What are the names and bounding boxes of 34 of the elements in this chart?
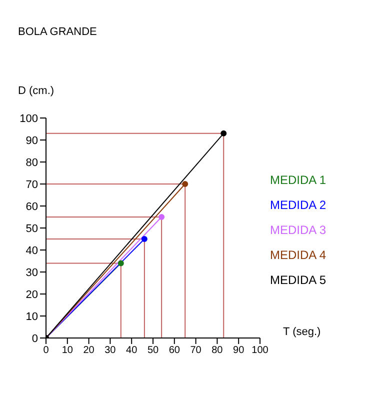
y-tick-label: 40 [26,244,38,257]
point [118,260,124,266]
x-tick-label: 50 [147,345,159,356]
y-tick-label: 30 [26,266,38,279]
x-tick-label: 90 [233,345,245,356]
x-tick-label: 0 [43,345,50,356]
point [182,181,188,187]
y-tick-label: 10 [26,310,38,323]
text: MEDIDA 1 [270,173,328,187]
point [141,236,148,242]
x-tick-label: 30 [104,345,116,356]
y-tick-label: 50 [26,222,38,235]
x-axis-title: T (seg.) [283,326,321,338]
text: MEDIDA 4 [270,248,328,262]
x-tick-label: 40 [126,345,138,356]
y-tick-label: 90 [26,134,38,147]
x-tick-label: 100 [252,345,269,356]
y-tick-label: 100 [20,112,38,125]
y-tick-label: 70 [26,178,38,191]
y-tick-label: 20 [26,288,38,301]
y-tick-label: 60 [26,200,38,213]
x-tick-label: 10 [62,345,74,356]
text: MEDIDA 5 [270,273,328,287]
y-tick-label: 0 [32,332,38,345]
y-axis-title: D (cm.) [18,85,54,97]
chart-title: BOLA GRANDE [18,26,97,38]
point [158,214,165,220]
x-tick-label: 20 [83,345,95,356]
y-tick-label: 80 [26,156,38,169]
text: MEDIDA 3 [270,223,328,237]
x-tick-label: 80 [212,345,224,356]
text: MEDIDA 2 [270,198,328,212]
x-tick-label: 70 [190,345,202,356]
x-tick-label: 60 [168,345,180,356]
